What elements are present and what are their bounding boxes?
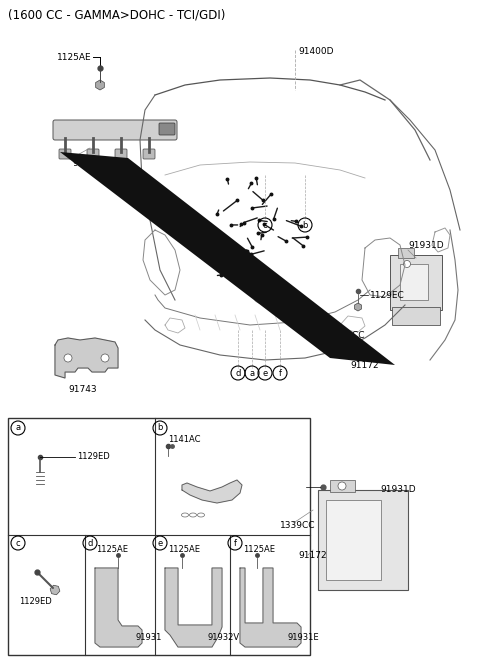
FancyBboxPatch shape (392, 307, 440, 325)
Text: 91172: 91172 (350, 360, 379, 370)
Text: 91932V: 91932V (208, 633, 240, 641)
Text: b: b (302, 221, 308, 229)
Circle shape (64, 354, 72, 362)
Text: 91931: 91931 (135, 633, 161, 641)
Text: 1125AE: 1125AE (96, 544, 128, 554)
FancyBboxPatch shape (330, 480, 355, 492)
Text: 91931D: 91931D (380, 486, 416, 494)
Text: f: f (233, 538, 237, 548)
Text: d: d (87, 538, 93, 548)
Circle shape (338, 482, 346, 490)
Polygon shape (95, 568, 142, 647)
FancyBboxPatch shape (390, 255, 442, 310)
FancyBboxPatch shape (398, 248, 414, 258)
Polygon shape (182, 480, 242, 503)
Text: 1339CC: 1339CC (280, 521, 315, 529)
Text: 91172: 91172 (298, 550, 326, 559)
Text: 1141AC: 1141AC (168, 436, 201, 445)
Text: 1129ED: 1129ED (77, 452, 110, 461)
Text: 1125AE: 1125AE (57, 53, 92, 61)
FancyBboxPatch shape (59, 149, 71, 159)
Text: 91743: 91743 (68, 386, 96, 395)
Text: a: a (250, 368, 254, 378)
Text: (1600 CC - GAMMA>DOHC - TCI/GDI): (1600 CC - GAMMA>DOHC - TCI/GDI) (8, 8, 226, 21)
Text: 1125AE: 1125AE (168, 544, 200, 554)
Text: 91931E: 91931E (287, 633, 319, 641)
FancyBboxPatch shape (115, 149, 127, 159)
Text: c: c (16, 538, 20, 548)
Text: e: e (157, 538, 163, 548)
Text: 91400D: 91400D (298, 47, 334, 57)
Text: 1339CC: 1339CC (330, 331, 365, 339)
Text: f: f (278, 368, 281, 378)
Text: 1125AE: 1125AE (243, 544, 275, 554)
Polygon shape (60, 152, 395, 365)
Text: d: d (235, 368, 240, 378)
Circle shape (101, 354, 109, 362)
Text: b: b (157, 424, 163, 432)
FancyBboxPatch shape (159, 123, 175, 135)
Text: c: c (263, 221, 267, 229)
FancyBboxPatch shape (8, 418, 310, 655)
FancyBboxPatch shape (87, 149, 99, 159)
Text: 1129EC: 1129EC (370, 291, 405, 299)
Circle shape (404, 260, 410, 268)
Text: 91931D: 91931D (408, 241, 444, 250)
Polygon shape (165, 568, 222, 647)
Text: 1129ED: 1129ED (19, 598, 51, 606)
Text: 91588A: 91588A (72, 159, 107, 167)
Polygon shape (55, 338, 118, 378)
FancyBboxPatch shape (318, 490, 408, 590)
FancyBboxPatch shape (143, 149, 155, 159)
Text: e: e (263, 368, 268, 378)
Text: a: a (15, 424, 21, 432)
Polygon shape (240, 568, 301, 647)
FancyBboxPatch shape (326, 500, 381, 580)
FancyBboxPatch shape (53, 120, 177, 140)
FancyBboxPatch shape (400, 264, 428, 300)
